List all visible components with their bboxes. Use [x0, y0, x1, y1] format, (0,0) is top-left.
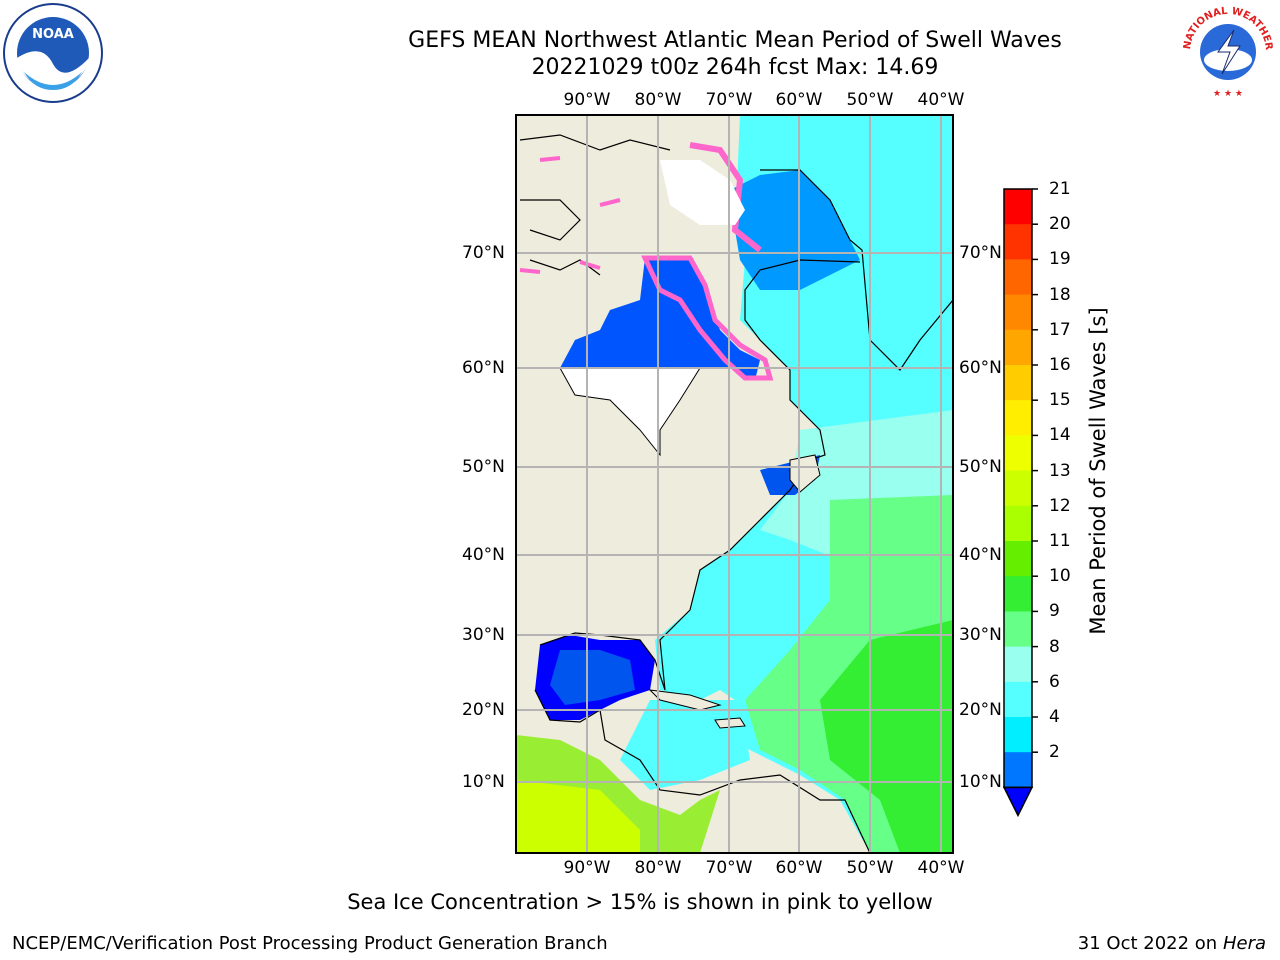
gulf-inner-region: [550, 650, 635, 705]
footer-date-text: 31 Oct 2022 on: [1077, 933, 1218, 954]
lon-label-bottom-70w: 70°W: [705, 858, 753, 878]
graticule: [516, 115, 953, 853]
colorbar-label: Mean Period of Swell Waves [s]: [1086, 307, 1110, 635]
colorbar-segment: [1004, 576, 1032, 612]
lat-label-left-70n: 70°N: [462, 243, 505, 263]
colorbar-tick-label: 6: [1049, 671, 1060, 692]
greenland-coastline: [760, 169, 953, 371]
colorbar-tick-label: 12: [1049, 495, 1071, 516]
colorbar-segment: [1004, 329, 1032, 366]
lat-label-right-10n: 10°N: [959, 772, 1002, 792]
colorbar-segment: [1004, 224, 1032, 260]
lon-label-top-80w: 80°W: [634, 90, 682, 110]
colorbar-segment: [1004, 611, 1032, 648]
title-line-1: GEFS MEAN Northwest Atlantic Mean Period…: [408, 28, 1062, 53]
colorbar-tick-label: 21: [1049, 179, 1071, 199]
lat-label-left-30n: 30°N: [462, 625, 505, 645]
north-america-coastline: [539, 259, 861, 691]
lon-label-bottom-90w: 90°W: [563, 858, 611, 878]
lat-label-right-20n: 20°N: [959, 700, 1002, 720]
lat-label-left-40n: 40°N: [462, 545, 505, 565]
lon-label-bottom-60w: 60°W: [775, 858, 823, 878]
lon-label-top-60w: 60°W: [775, 90, 823, 110]
lon-label-top-40w: 40°W: [917, 90, 965, 110]
svg-text:NOAA: NOAA: [32, 27, 74, 42]
colorbar-segment: [1004, 541, 1032, 577]
lon-label-bottom-40w: 40°W: [917, 858, 965, 878]
colorbar-segment: [1004, 752, 1032, 788]
lat-label-left-20n: 20°N: [462, 700, 505, 720]
lat-label-left-50n: 50°N: [462, 457, 505, 477]
central-america-coastline: [534, 689, 871, 853]
colorbar-frame: [1003, 188, 1033, 789]
colorbar-tick-label: 15: [1049, 390, 1071, 411]
colorbar-tick-label: 13: [1049, 460, 1071, 481]
colorbar-tick-label: 20: [1049, 214, 1071, 235]
colorbar-tick-label: 8: [1049, 636, 1060, 657]
noaa-logo: NOAA: [3, 3, 103, 103]
colorbar-segment: [1004, 435, 1032, 472]
colorbar-segment: [1004, 294, 1032, 331]
tropical-green-region: [820, 620, 953, 853]
map-frame: [515, 114, 954, 854]
lat-label-right-60n: 60°N: [959, 358, 1002, 378]
colorbar-tick-label: 19: [1049, 249, 1071, 270]
colorbar-segment: [1004, 505, 1032, 542]
colorbar-segment: [1004, 681, 1032, 718]
colorbar-segment: [1004, 400, 1032, 436]
colorbar-extend-arrow: [1002, 786, 1034, 818]
colorbar-tick-label: 10: [1049, 566, 1071, 587]
footer-branch: NCEP/EMC/Verification Post Processing Pr…: [12, 933, 608, 954]
lon-label-top-50w: 50°W: [846, 90, 894, 110]
colorbar-segment: [1004, 259, 1032, 296]
colorbar-tick-label: 11: [1049, 531, 1071, 551]
arctic-ice-fragments: [519, 156, 621, 274]
lat-label-right-70n: 70°N: [959, 243, 1002, 263]
colorbar-segment: [1004, 646, 1032, 683]
nws-logo: NATIONAL WEATHER SERVICE ★ ★ ★: [1178, 2, 1276, 100]
colorbar-segment: [1004, 470, 1032, 507]
lon-label-bottom-50w: 50°W: [846, 858, 894, 878]
newfoundland-outline: [789, 454, 821, 493]
colorbar-tick-label: 2: [1049, 742, 1060, 763]
footer-machine: Hera: [1222, 933, 1266, 954]
colorbar-segment: [1004, 365, 1032, 401]
colorbar-segment: [1004, 189, 1032, 225]
pacific-yellow-region: [516, 780, 640, 853]
lat-label-right-50n: 50°N: [959, 457, 1002, 477]
lat-label-right-40n: 40°N: [959, 545, 1002, 565]
footer-date: 31 Oct 2022 on Hera: [1078, 933, 1266, 954]
colorbar: [1002, 188, 1038, 818]
colorbar-tick-label: 17: [1049, 319, 1071, 340]
arctic-ice-edge: [689, 142, 762, 253]
lat-label-left-60n: 60°N: [462, 358, 505, 378]
colorbar-tick-label: 9: [1049, 601, 1060, 622]
lat-label-left-10n: 10°N: [462, 772, 505, 792]
labrador-sea-region: [730, 170, 860, 290]
arctic-ice-white: [660, 160, 745, 225]
sea-ice-note: Sea Ice Concentration > 15% is shown in …: [347, 890, 933, 914]
colorbar-segment: [1004, 717, 1032, 753]
colorbar-tick-label: 4: [1049, 707, 1060, 727]
lon-label-top-90w: 90°W: [563, 90, 611, 110]
lon-label-top-70w: 70°W: [705, 90, 753, 110]
lon-label-bottom-80w: 80°W: [634, 858, 682, 878]
hudson-bay-ice-edge: [641, 255, 774, 381]
colorbar-tick-label: 16: [1049, 355, 1071, 375]
arctic-islands-outline: [519, 134, 671, 276]
lat-label-right-30n: 30°N: [959, 625, 1002, 645]
colorbar-tick-label: 18: [1049, 284, 1071, 305]
colorbar-tick-label: 14: [1049, 425, 1071, 446]
title-line-2: 20221029 t00z 264h fcst Max: 14.69: [531, 55, 939, 80]
svg-text:★ ★ ★: ★ ★ ★: [1213, 89, 1243, 99]
hudson-bay-region: [560, 258, 760, 380]
